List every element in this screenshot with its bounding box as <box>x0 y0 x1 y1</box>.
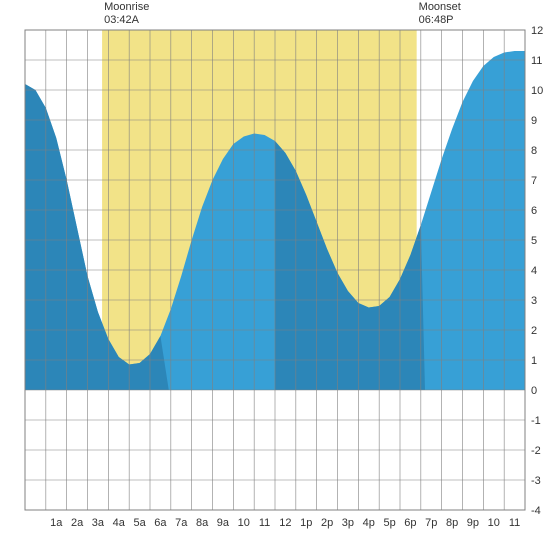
tide-chart: -4-3-2-101234567891011121a2a3a4a5a6a7a8a… <box>0 0 550 550</box>
moonrise-annotation: Moonrise 03:42A <box>104 1 149 27</box>
y-tick-label: 5 <box>531 235 537 247</box>
x-tick-label: 3a <box>92 517 105 529</box>
y-tick-label: 9 <box>531 115 537 127</box>
y-tick-label: -2 <box>531 445 541 457</box>
y-tick-label: 7 <box>531 175 537 187</box>
y-tick-label: 3 <box>531 295 537 307</box>
x-tick-label: 1p <box>300 517 312 529</box>
y-tick-label: 6 <box>531 205 537 217</box>
y-tick-label: 2 <box>531 325 537 337</box>
y-tick-label: 8 <box>531 145 537 157</box>
x-tick-label: 9a <box>217 517 230 529</box>
x-tick-label: 2p <box>321 517 333 529</box>
x-tick-label: 2a <box>71 517 84 529</box>
x-tick-label: 3p <box>342 517 354 529</box>
y-tick-label: 10 <box>531 85 543 97</box>
y-tick-label: 12 <box>531 25 543 37</box>
x-tick-label: 6a <box>154 517 167 529</box>
x-tick-label: 6p <box>404 517 416 529</box>
x-tick-label: 11 <box>509 517 520 529</box>
x-tick-label: 4a <box>113 517 126 529</box>
x-tick-label: 5a <box>133 517 146 529</box>
x-tick-label: 9p <box>467 517 479 529</box>
x-tick-label: 1a <box>50 517 63 529</box>
x-tick-label: 10 <box>238 517 250 529</box>
y-tick-label: -3 <box>531 475 541 487</box>
moonset-title: Moonset <box>419 1 461 14</box>
x-tick-label: 7p <box>425 517 437 529</box>
x-tick-label: 5p <box>383 517 395 529</box>
x-tick-label: 4p <box>363 517 375 529</box>
y-tick-label: -4 <box>531 505 541 517</box>
x-tick-label: 8a <box>196 517 209 529</box>
moonrise-time: 03:42A <box>104 14 149 27</box>
y-tick-label: 0 <box>531 385 537 397</box>
moonset-time: 06:48P <box>419 14 461 27</box>
y-tick-label: 11 <box>531 55 542 67</box>
x-tick-label: 10 <box>488 517 500 529</box>
y-tick-label: -1 <box>531 415 541 427</box>
x-tick-label: 8p <box>446 517 458 529</box>
x-tick-label: 11 <box>259 517 270 529</box>
x-tick-label: 12 <box>279 517 291 529</box>
y-tick-label: 4 <box>531 265 537 277</box>
chart-svg: -4-3-2-101234567891011121a2a3a4a5a6a7a8a… <box>0 0 550 550</box>
moonset-annotation: Moonset 06:48P <box>419 1 461 27</box>
y-tick-label: 1 <box>531 355 537 367</box>
moonrise-title: Moonrise <box>104 1 149 14</box>
x-tick-label: 7a <box>175 517 188 529</box>
